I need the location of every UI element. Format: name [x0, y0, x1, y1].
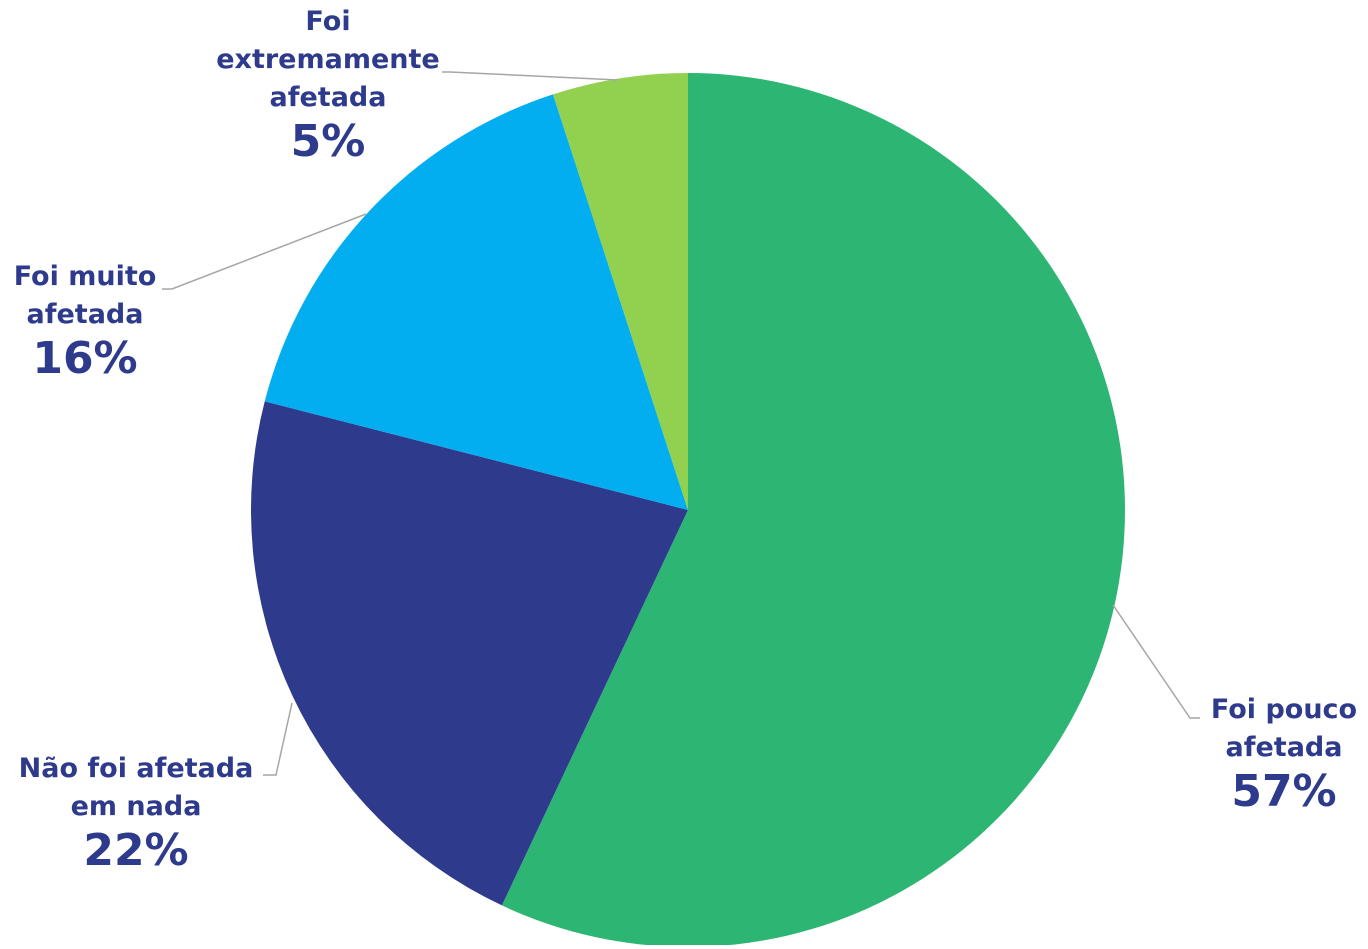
- slice-label-name: afetada: [27, 299, 144, 330]
- slices-layer: [251, 73, 1125, 947]
- pie-slice: [552, 73, 688, 510]
- slice-label-value: 16%: [32, 333, 137, 384]
- slice-label-name: afetada: [1226, 732, 1343, 763]
- pie-slice: [251, 401, 689, 906]
- slice-label-name: Foi: [305, 6, 350, 37]
- pie-slice: [264, 94, 688, 510]
- slice-label-name: em nada: [71, 791, 202, 822]
- slice-label-value: 57%: [1231, 766, 1336, 817]
- slice-label-value: 22%: [83, 825, 188, 876]
- slice-label-value: 5%: [291, 116, 366, 167]
- leader-line: [1112, 604, 1200, 719]
- slice-label-name: Não foi afetada: [19, 753, 254, 784]
- slice-label-name: Foi muito: [14, 261, 157, 292]
- leader-lines-layer: [162, 71, 1200, 776]
- slice-label-name: extremamente: [216, 44, 440, 75]
- slice-label-name: Foi pouco: [1211, 694, 1357, 725]
- leader-line: [263, 702, 293, 776]
- leader-line: [162, 213, 367, 290]
- leader-line: [442, 71, 619, 81]
- pie-slice: [501, 73, 1125, 947]
- slice-label-name: afetada: [270, 82, 387, 113]
